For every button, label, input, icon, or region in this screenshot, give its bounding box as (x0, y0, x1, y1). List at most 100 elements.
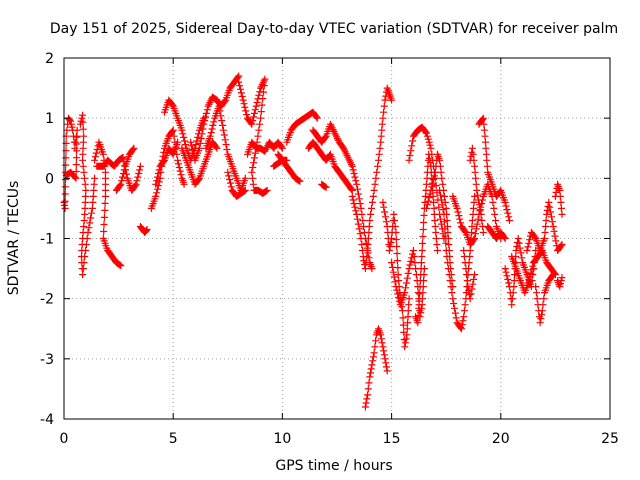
data-point (474, 215, 482, 223)
data-point (240, 100, 248, 108)
data-point (501, 265, 509, 273)
data-point (468, 217, 476, 224)
data-point (502, 202, 510, 210)
data-point (423, 201, 431, 209)
data-point (373, 168, 381, 176)
data-point (175, 164, 183, 171)
data-point (371, 180, 379, 188)
data-point (526, 273, 534, 281)
data-point (356, 200, 364, 208)
data-point (256, 120, 264, 128)
data-point (365, 223, 373, 230)
data-point (420, 219, 428, 226)
data-point (415, 297, 423, 305)
data-point (181, 137, 189, 145)
data-point (68, 123, 76, 131)
data-point (471, 168, 479, 176)
data-point (442, 204, 450, 212)
data-point (523, 247, 531, 254)
data-point (92, 149, 100, 157)
data-point (241, 103, 249, 111)
data-point (510, 277, 518, 285)
data-point (434, 247, 441, 254)
chart-title: Day 151 of 2025, Sidereal Day-to-day VTE… (50, 21, 618, 37)
data-point (468, 223, 476, 230)
data-point (255, 126, 263, 134)
data-point (556, 192, 564, 200)
data-point (366, 217, 374, 224)
data-point (355, 225, 363, 233)
data-point (516, 244, 524, 252)
data-point (81, 180, 89, 188)
data-point (403, 279, 410, 287)
data-point (471, 271, 479, 279)
data-point (154, 170, 162, 177)
data-point (179, 130, 187, 138)
data-point (404, 319, 412, 327)
data-point (420, 211, 428, 219)
data-point (423, 132, 431, 140)
data-point (532, 283, 540, 291)
data-point (426, 190, 434, 198)
data-point (463, 277, 471, 285)
data-point (442, 247, 450, 254)
data-point (349, 196, 357, 204)
data-point (82, 186, 90, 194)
data-point (380, 347, 388, 355)
data-point (395, 277, 403, 285)
data-point (557, 277, 565, 285)
data-point (441, 225, 449, 233)
data-point (378, 126, 386, 134)
data-point (477, 210, 485, 218)
data-point (352, 207, 360, 215)
data-point (198, 130, 206, 138)
data-point (379, 343, 387, 351)
data-point (88, 204, 96, 212)
data-point (370, 186, 378, 194)
data-point (61, 197, 69, 205)
data-point (542, 223, 550, 230)
data-point (501, 198, 509, 206)
data-point (91, 153, 99, 161)
data-point (403, 325, 411, 333)
data-point (90, 186, 98, 194)
data-point (531, 233, 539, 241)
data-point (472, 225, 480, 233)
data-point (91, 174, 99, 182)
data-point (237, 89, 245, 97)
data-point (472, 180, 480, 188)
data-point (449, 295, 457, 303)
data-point (354, 215, 361, 223)
data-point (100, 213, 108, 221)
data-point (364, 391, 372, 399)
data-point (326, 152, 334, 159)
data-point (436, 156, 444, 164)
data-point (227, 183, 235, 191)
data-point (481, 132, 489, 140)
data-point (142, 227, 150, 234)
data-point (550, 227, 558, 235)
data-point (556, 283, 564, 291)
data-point (79, 144, 87, 152)
data-point (188, 146, 196, 153)
data-point (382, 359, 390, 367)
data-point (423, 204, 430, 212)
data-point (381, 96, 389, 104)
data-point (425, 150, 433, 158)
data-point (80, 168, 88, 176)
data-point (364, 247, 372, 254)
data-point (483, 156, 491, 164)
data-point (436, 162, 444, 170)
data-point (527, 269, 535, 277)
data-point (89, 192, 97, 200)
data-point (383, 367, 391, 375)
data-point (386, 243, 394, 250)
data-point (544, 202, 552, 210)
data-point (377, 331, 385, 339)
data-point (187, 138, 195, 146)
data-point (250, 113, 258, 121)
data-point (168, 101, 176, 109)
data-point (80, 223, 88, 230)
data-point (490, 204, 498, 212)
data-point (353, 180, 361, 188)
